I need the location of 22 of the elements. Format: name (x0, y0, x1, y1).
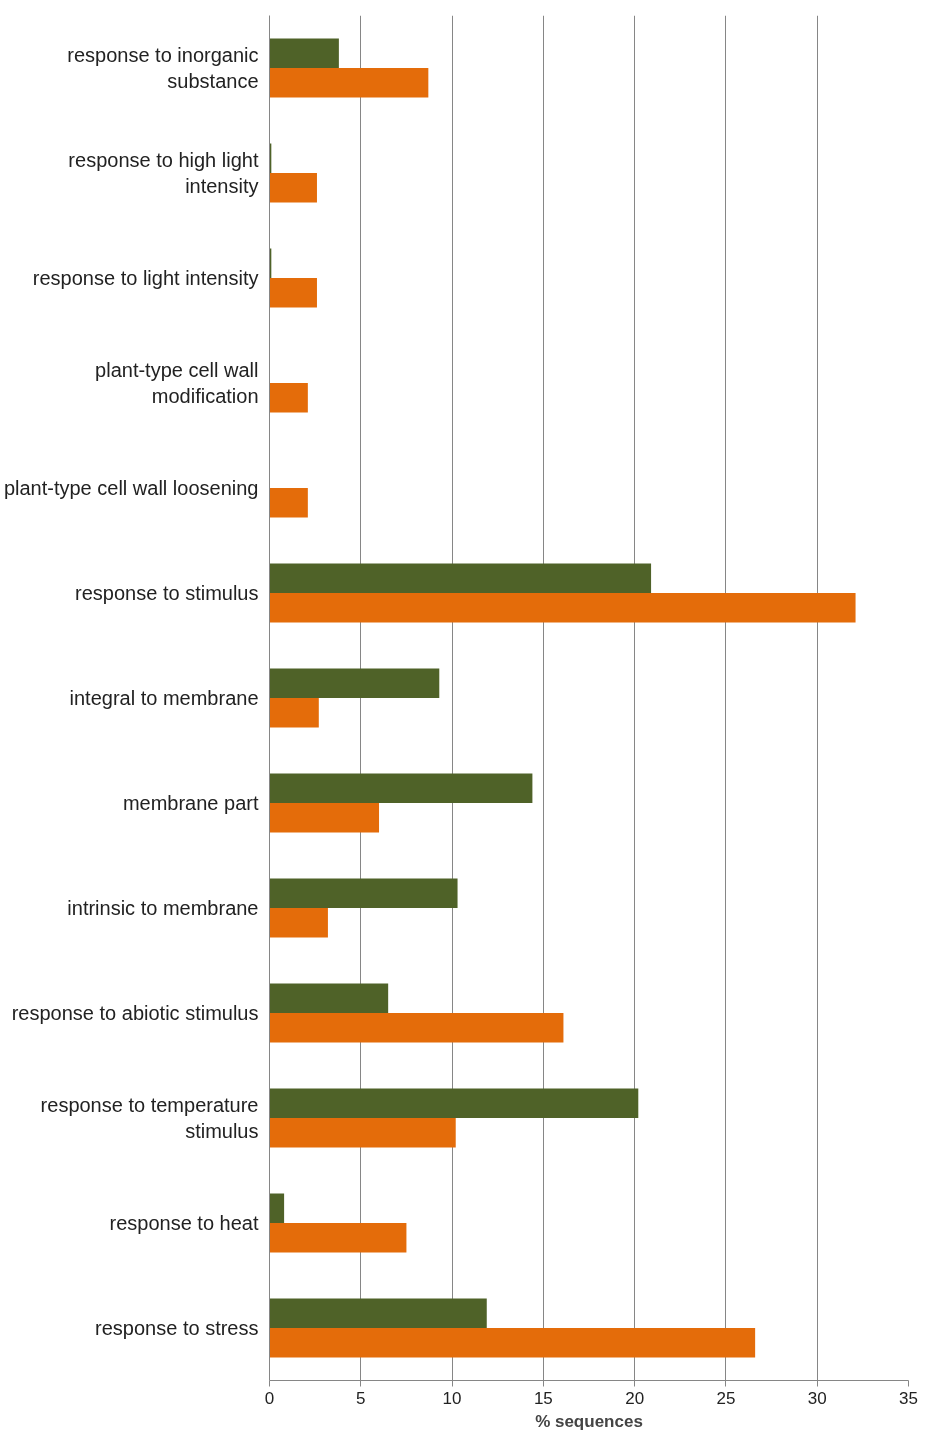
y-tick-label: membrane part (122, 792, 259, 814)
y-tick-label: response to abiotic stimulus (11, 1002, 259, 1024)
x-tick-label: 35 (899, 1388, 918, 1408)
y-tick-label: plant-type cell wall modification (95, 358, 259, 408)
y-tick-label: plant-type cell wall loosening (3, 477, 259, 499)
y-tick-label: response to stimulus (75, 582, 259, 604)
x-tick-label: 15 (533, 1388, 553, 1408)
x-tick-label: 20 (625, 1388, 645, 1408)
y-tick-label: response to heat (109, 1212, 259, 1234)
y-tick-label: response to light intensity (32, 267, 259, 289)
x-tick-label: 25 (716, 1388, 736, 1408)
y-tick-label: response to stress (95, 1317, 259, 1339)
x-tick-label: 10 (442, 1388, 462, 1408)
x-tick-label: 0 (264, 1388, 275, 1408)
x-tick-label: 5 (356, 1388, 366, 1408)
y-tick-label: response to high light intensity (68, 148, 259, 198)
y-tick-label: response to temperature stimulus (40, 1093, 259, 1143)
x-tick-label: 30 (807, 1388, 827, 1408)
y-tick-label: response to inorganic substance (67, 43, 259, 93)
y-tick-label: integral to membrane (69, 687, 259, 709)
x-axis-title: % sequences (535, 1411, 643, 1431)
y-tick-label: intrinsic to membrane (67, 897, 259, 919)
